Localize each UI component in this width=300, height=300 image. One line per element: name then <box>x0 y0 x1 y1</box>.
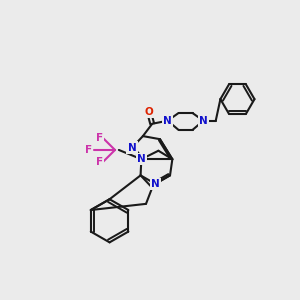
Text: N: N <box>199 116 208 126</box>
Text: N: N <box>137 154 146 164</box>
Text: N: N <box>163 116 172 126</box>
Text: F: F <box>96 134 103 143</box>
Text: O: O <box>145 107 154 117</box>
Text: F: F <box>96 157 103 166</box>
Text: N: N <box>128 143 136 153</box>
Text: F: F <box>85 145 92 155</box>
Text: N: N <box>151 179 160 189</box>
